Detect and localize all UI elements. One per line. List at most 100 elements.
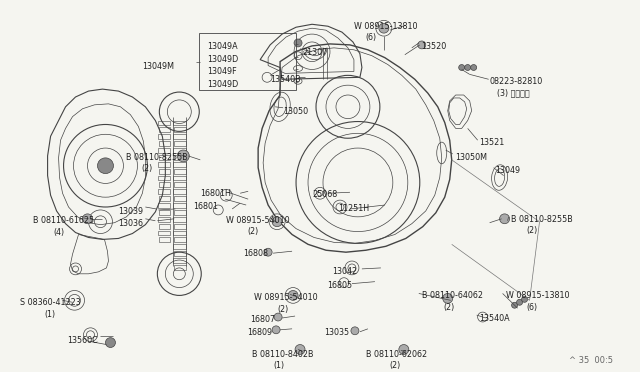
Text: (2): (2) xyxy=(444,303,455,312)
Bar xyxy=(173,176,186,180)
Text: 16805: 16805 xyxy=(327,281,352,290)
Text: W 08915-54010: W 08915-54010 xyxy=(226,216,290,225)
Text: 13540B: 13540B xyxy=(270,76,301,84)
Text: B 08110-8402B: B 08110-8402B xyxy=(252,350,314,359)
Text: 13039: 13039 xyxy=(118,207,143,216)
Text: (2): (2) xyxy=(277,305,289,314)
Circle shape xyxy=(511,302,518,308)
Text: (3) スタッド: (3) スタッド xyxy=(497,88,529,97)
Bar xyxy=(158,162,170,167)
Circle shape xyxy=(83,214,93,224)
Text: B 08110-61625: B 08110-61625 xyxy=(33,216,93,225)
Bar xyxy=(158,148,170,153)
Text: 13560C: 13560C xyxy=(68,336,99,345)
Bar xyxy=(158,203,170,208)
Bar xyxy=(158,121,170,125)
Text: (6): (6) xyxy=(365,33,376,42)
Text: (1): (1) xyxy=(273,361,284,370)
Text: (4): (4) xyxy=(54,228,65,237)
Circle shape xyxy=(288,291,298,300)
Bar xyxy=(173,231,186,235)
Bar xyxy=(159,224,170,229)
Bar xyxy=(174,155,186,160)
Bar xyxy=(173,134,186,139)
Bar xyxy=(158,231,170,235)
Circle shape xyxy=(379,23,389,33)
Text: 21307: 21307 xyxy=(302,48,327,57)
Bar xyxy=(174,128,186,132)
Text: (6): (6) xyxy=(527,303,538,312)
Text: 16807: 16807 xyxy=(250,315,275,324)
Bar xyxy=(159,141,170,146)
Text: 13049M: 13049M xyxy=(142,62,174,71)
Text: 13049F: 13049F xyxy=(207,67,237,77)
Text: 13036: 13036 xyxy=(118,219,143,228)
Text: (2): (2) xyxy=(141,164,152,173)
Bar xyxy=(174,251,186,256)
Circle shape xyxy=(106,338,115,347)
Circle shape xyxy=(351,327,359,335)
Text: B 08110-64062: B 08110-64062 xyxy=(422,292,483,301)
Circle shape xyxy=(97,158,113,174)
Text: B 08110-8255B: B 08110-8255B xyxy=(511,215,572,224)
Text: 13050M: 13050M xyxy=(454,153,486,162)
Text: 16801: 16801 xyxy=(193,202,218,211)
Circle shape xyxy=(272,326,280,334)
Bar xyxy=(173,162,186,167)
Text: 13520: 13520 xyxy=(420,42,446,51)
Bar xyxy=(159,169,170,174)
Circle shape xyxy=(418,41,426,49)
Text: 13521: 13521 xyxy=(479,138,505,147)
Text: B 08110-8255B: B 08110-8255B xyxy=(127,153,188,162)
Bar xyxy=(159,210,170,215)
Bar xyxy=(159,237,170,243)
Bar xyxy=(158,134,170,139)
Text: 13049A: 13049A xyxy=(207,42,238,51)
Text: W 08915-13810: W 08915-13810 xyxy=(506,292,569,301)
Text: 13050: 13050 xyxy=(283,107,308,116)
Circle shape xyxy=(516,299,522,305)
Circle shape xyxy=(522,296,527,302)
Text: (2): (2) xyxy=(390,361,401,370)
Bar xyxy=(159,182,170,187)
Circle shape xyxy=(295,344,305,355)
Text: 08223-82810: 08223-82810 xyxy=(490,77,543,86)
Text: 13049D: 13049D xyxy=(207,80,239,89)
Text: 13049: 13049 xyxy=(495,166,521,175)
Bar xyxy=(174,224,186,229)
Text: 13035: 13035 xyxy=(324,328,349,337)
Text: 16809: 16809 xyxy=(247,328,272,337)
Bar xyxy=(173,203,186,208)
Circle shape xyxy=(177,150,189,162)
Bar xyxy=(159,196,170,201)
Text: S 08360-41223: S 08360-41223 xyxy=(20,298,81,307)
Text: (2): (2) xyxy=(527,226,538,235)
Circle shape xyxy=(399,344,409,355)
Circle shape xyxy=(465,65,470,70)
Bar xyxy=(173,189,186,194)
Bar xyxy=(173,258,186,263)
Circle shape xyxy=(459,65,465,70)
Text: 11251H: 11251H xyxy=(338,204,369,213)
Text: 13049D: 13049D xyxy=(207,55,239,64)
Text: 16801H: 16801H xyxy=(200,189,231,198)
Bar xyxy=(174,265,186,270)
Text: 25068: 25068 xyxy=(312,190,337,199)
Circle shape xyxy=(443,294,452,303)
Text: 13042: 13042 xyxy=(332,267,357,276)
Circle shape xyxy=(500,214,509,224)
Bar xyxy=(159,155,170,160)
Text: W 08915-54010: W 08915-54010 xyxy=(254,294,318,302)
Bar xyxy=(173,217,186,222)
Bar xyxy=(173,244,186,249)
Text: W 08915-13810: W 08915-13810 xyxy=(354,22,417,31)
Circle shape xyxy=(470,65,477,70)
Bar xyxy=(174,182,186,187)
Bar xyxy=(173,148,186,153)
Bar xyxy=(174,196,186,201)
Circle shape xyxy=(274,313,282,321)
Bar xyxy=(174,237,186,243)
Circle shape xyxy=(264,248,272,256)
Circle shape xyxy=(294,39,302,47)
Text: ^ 35  00:5: ^ 35 00:5 xyxy=(570,356,614,365)
